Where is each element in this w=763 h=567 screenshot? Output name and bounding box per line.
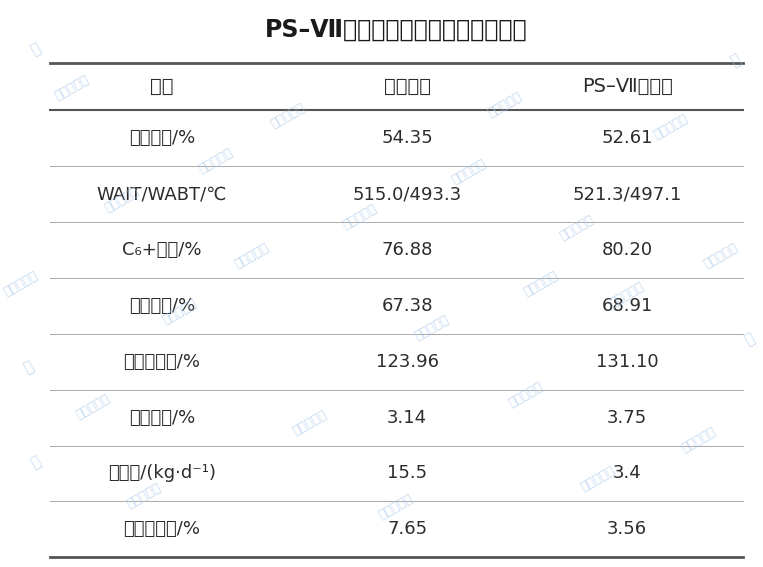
Text: 化工活动家: 化工活动家 [507,380,546,411]
Text: 68.91: 68.91 [601,297,653,315]
Text: 家: 家 [742,331,758,348]
Text: 化工活动家: 化工活动家 [485,90,524,120]
Text: 3.75: 3.75 [607,409,647,426]
Text: 化工活动家: 化工活动家 [413,313,452,343]
Text: 芳烃产率/%: 芳烃产率/% [129,297,195,315]
Text: 化工活动家: 化工活动家 [74,391,113,421]
Text: 3.14: 3.14 [387,409,427,426]
Text: 化工活动家: 化工活动家 [196,146,235,176]
Text: WAIT/WABT/℃: WAIT/WABT/℃ [96,185,227,203]
Text: 原催化剂: 原催化剂 [384,77,430,96]
Text: 80.20: 80.20 [601,241,652,259]
Text: 54.35: 54.35 [382,129,433,147]
Text: 项目: 项目 [150,77,173,96]
Text: 化工活动家: 化工活动家 [2,269,40,298]
Text: PS–Ⅶ催化剂工业应用前后数据对比: PS–Ⅶ催化剂工业应用前后数据对比 [265,18,527,41]
Text: 家: 家 [27,40,43,58]
Text: 化工活动家: 化工活动家 [557,213,596,243]
Text: 76.88: 76.88 [382,241,433,259]
Text: 15.5: 15.5 [387,464,427,483]
Text: 原料芳潜/%: 原料芳潜/% [129,129,195,147]
Text: 化工活动家: 化工活动家 [233,240,272,270]
Text: 粉尘量/(kg·d⁻¹): 粉尘量/(kg·d⁻¹) [108,464,216,483]
Text: 化工活动家: 化工活动家 [651,112,690,142]
Text: 化工活动家: 化工活动家 [124,481,163,511]
Text: 化工活动家: 化工活动家 [102,185,142,215]
Text: 515.0/493.3: 515.0/493.3 [353,185,462,203]
Text: 芳烃转化率/%: 芳烃转化率/% [124,353,200,371]
Text: 家: 家 [728,51,743,69]
Text: 67.38: 67.38 [382,297,433,315]
Text: 化工活动家: 化工活动家 [701,240,740,270]
Text: 化工活动家: 化工活动家 [377,492,416,522]
Text: 化工活动家: 化工活动家 [269,101,307,131]
Text: 7.65: 7.65 [387,521,427,538]
Text: 52.61: 52.61 [601,129,653,147]
Text: 化工活动家: 化工活动家 [680,425,719,455]
Text: 动: 动 [21,358,36,376]
Text: 化工活动家: 化工活动家 [52,73,91,103]
Text: PS–Ⅶ催化剂: PS–Ⅶ催化剂 [581,77,673,96]
Text: 521.3/497.1: 521.3/497.1 [572,185,682,203]
Text: 化工活动家: 化工活动家 [521,269,560,298]
Text: 纯氢产率/%: 纯氢产率/% [129,409,195,426]
Text: 131.10: 131.10 [596,353,658,371]
Text: 化工活动家: 化工活动家 [341,201,380,231]
Text: 化工活动家: 化工活动家 [160,297,199,327]
Text: 化工活动家: 化工活动家 [607,280,647,310]
Text: 123.96: 123.96 [375,353,439,371]
Text: 化工活动家: 化工活动家 [290,408,329,438]
Text: 家: 家 [27,454,43,471]
Text: C₆+收率/%: C₆+收率/% [122,241,201,259]
Text: 化工活动家: 化工活动家 [449,156,488,187]
Text: 催化剂积炭/%: 催化剂积炭/% [124,521,200,538]
Text: 3.4: 3.4 [613,464,642,483]
Text: 化工活动家: 化工活动家 [579,464,618,494]
Text: 3.56: 3.56 [607,521,647,538]
